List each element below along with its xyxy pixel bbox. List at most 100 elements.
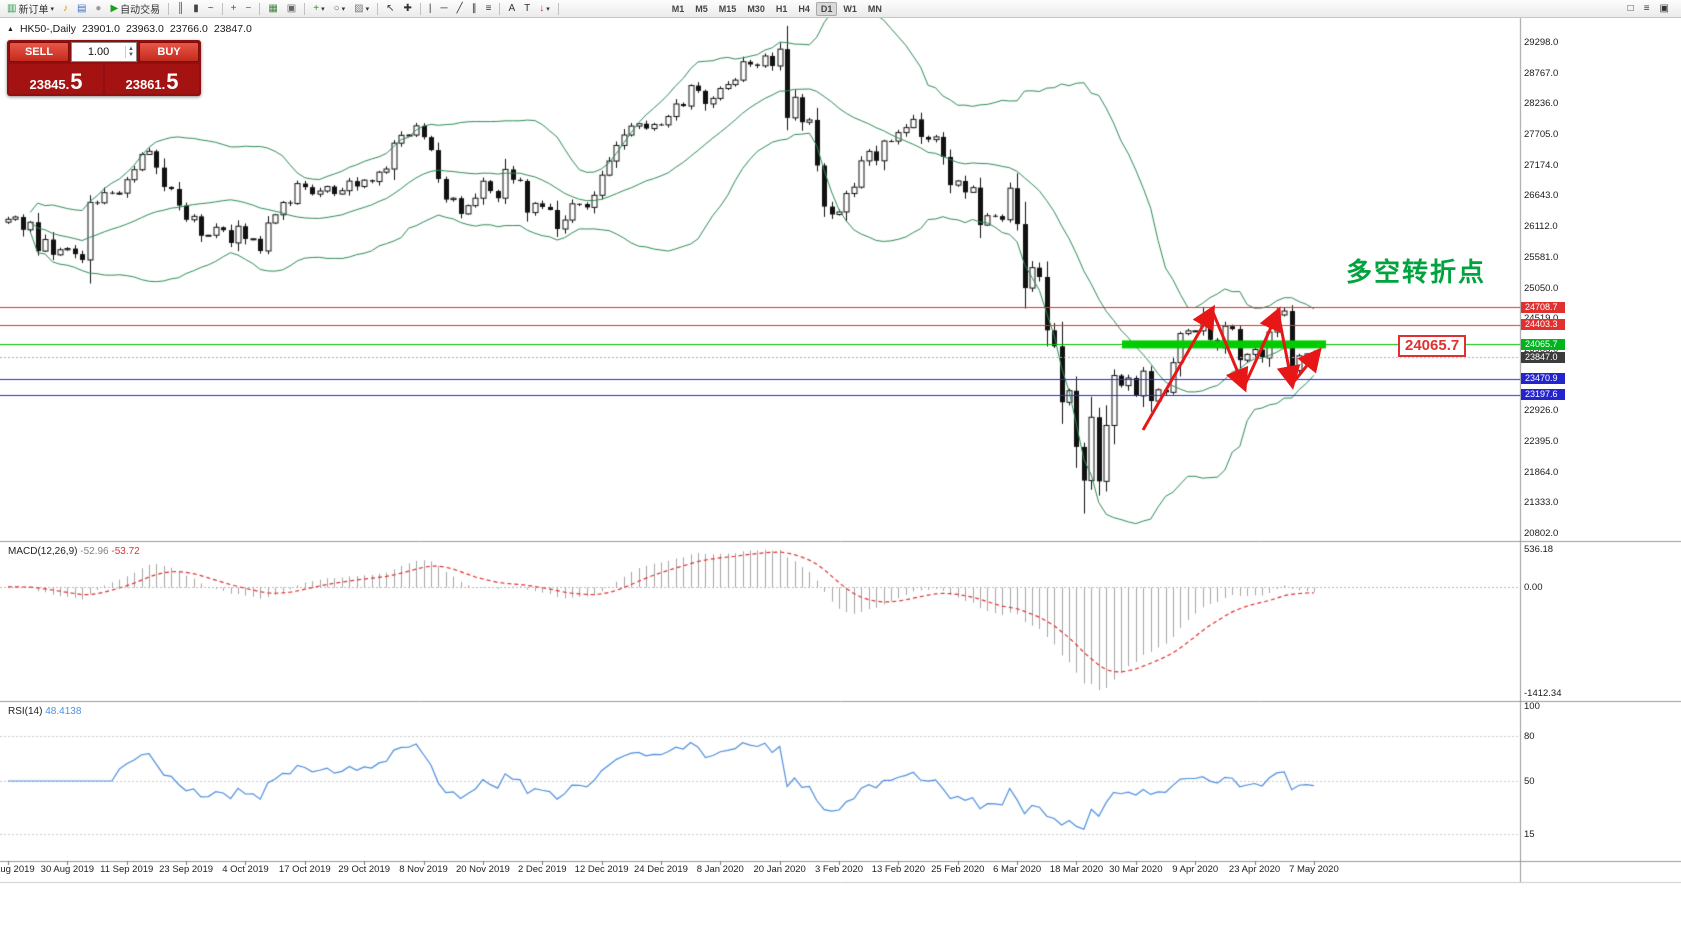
toolbar-auto-trading[interactable]: ▶ 自动交易 [106,1,164,17]
toolbar-new-chart-window[interactable]: □ [1624,1,1638,17]
timeframe-m1[interactable]: M1 [667,2,690,16]
date-label: 8 Jan 2020 [696,864,744,875]
toolbar-bar-chart-mode[interactable]: ║ [173,1,188,17]
toolbar-text[interactable]: A [504,1,519,17]
date-label: 23 Sep 2019 [159,864,214,875]
buy-button[interactable]: BUY [139,42,199,62]
fibonacci-icon: ≡ [485,2,492,14]
date-label: 9 Apr 2020 [1172,864,1219,875]
date-label: 30 Aug 2019 [40,864,95,875]
timeframe-h4[interactable]: H4 [793,2,815,16]
date-label: 8 Nov 2019 [399,864,448,875]
toolbar-new-order[interactable]: ▥ 新订单 ▾ [3,1,58,17]
price-tick-label: 21333.0 [1524,497,1559,509]
channel-icon: ∥ [471,2,477,14]
macd-panel-title: MACD(12,26,9) -52.96 -53.72 [8,546,140,557]
zoom-out-icon: − [245,2,252,14]
toolbar-tile-windows[interactable]: ▦ [264,1,281,17]
toolbar-fibonacci[interactable]: ≡ [482,1,496,17]
one-click-toggle-icon[interactable]: ▲ [7,25,14,33]
toolbar-separator [168,2,170,15]
rsi-title: RSI(14) [8,706,43,717]
rsi-level-label-100: 100 [1524,701,1540,712]
toolbar-vertical-line[interactable]: | [425,1,436,17]
price-tick-label: 26643.0 [1524,190,1559,202]
volume-spinner[interactable]: ▲ ▼ [125,46,136,58]
toolbar-profiles[interactable]: ≡ [1640,1,1654,17]
text-label-icon: T [524,2,531,14]
price-callout-box[interactable]: 24065.7 [1398,335,1467,357]
toolbar-print[interactable]: ▤ [73,1,90,17]
caret-down-icon: ▾ [365,5,370,13]
toolbar-right-group: □ ≡ ▣ [1624,1,1673,17]
timeframe-h1[interactable]: H1 [771,2,793,16]
vertical-line-icon: | [428,2,432,14]
toolbar-arrange-windows[interactable]: ▣ [283,1,300,17]
toolbar-text-label[interactable]: T [520,1,534,17]
buy-price[interactable]: 23861. 5 [105,64,199,94]
toolbar-indicators[interactable]: + ▾ [309,1,328,17]
text-icon: A [508,2,516,14]
toolbar-candle-chart-mode[interactable]: ▮ [189,1,203,17]
ohlc-low: 23766.0 [169,23,208,35]
rsi-panel-title: RSI(14) 48.4138 [8,706,81,717]
toolbar-separator [419,2,421,15]
price-tick-label: 21864.0 [1524,466,1559,478]
timeframe-m5[interactable]: M5 [690,2,713,16]
about-icon: ● [95,2,102,14]
toolbar-crosshair[interactable]: ✚ [400,1,416,17]
timeframe-d1[interactable]: D1 [815,1,838,16]
price-tick-label: 22395.0 [1524,435,1559,447]
macd-signal-value: -53.72 [111,546,140,557]
caret-down-icon: ▾ [50,5,54,13]
toolbar-cursor[interactable]: ↖ [382,1,398,17]
price-tag-24708.7: 24708.7 [1521,301,1565,313]
spin-down-icon[interactable]: ▼ [128,52,134,58]
toolbar-alerts[interactable]: ♪ [59,1,72,17]
toolbar-zoom-out[interactable]: − [241,1,255,17]
toolbar-channel[interactable]: ∥ [468,1,481,17]
date-label: 12 Dec 2019 [574,864,629,875]
one-click-trading-widget: SELL 1.00 ▲ ▼ BUY 23845. 5 23861. 5 [7,40,201,96]
docking-icon: ▣ [1659,2,1669,14]
toolbar-docking[interactable]: ▣ [1656,1,1673,17]
toolbar-separator [499,2,501,15]
price-tick-label: 27174.0 [1524,159,1559,171]
timeframe-m30[interactable]: M30 [742,2,770,16]
toolbar-line-chart-mode[interactable]: ~ [204,1,218,17]
timeframe-w1[interactable]: W1 [838,2,862,16]
volume-field[interactable]: 1.00 ▲ ▼ [71,42,137,62]
new-chart-window-icon: □ [1627,2,1634,14]
indicators-icon: + [313,2,320,14]
rsi-level-label-15: 15 [1524,828,1535,840]
price-tick-label: 25050.0 [1524,282,1559,294]
new-order-label: 新订单 [18,5,49,16]
caret-down-icon: ▾ [341,5,346,13]
toolbar-templates[interactable]: ▨ ▾ [350,1,373,17]
sell-price[interactable]: 23845. 5 [9,64,103,94]
timeframe-mn[interactable]: MN [863,2,887,16]
buy-price-main: 23861. [125,77,166,92]
date-label: 20 Jan 2020 [753,864,806,875]
sell-price-big-digit: 5 [70,69,83,95]
toolbar-arrow-objects[interactable]: ↓ ▾ [535,1,554,17]
sell-button[interactable]: SELL [9,42,69,62]
date-label: 30 Mar 2020 [1109,864,1163,875]
date-label: 20 Aug 2019 [0,864,35,875]
macd-main-value: -52.96 [80,546,109,557]
turning-point-annotation[interactable]: 多空转折点 [1346,257,1487,287]
toolbar-horizontal-line[interactable]: ─ [437,1,452,17]
toolbar-about[interactable]: ● [91,1,105,17]
spin-up-icon[interactable]: ▲ [128,46,134,52]
toolbar-zoom-in[interactable]: + [227,1,241,17]
symbol-period-label: HK50-,Daily [19,23,76,35]
price-tag-24403.3: 24403.3 [1521,319,1565,331]
date-label: 3 Feb 2020 [814,864,864,875]
date-label: 20 Nov 2019 [455,864,510,875]
toolbar-periods[interactable]: ○ ▾ [330,1,350,17]
timeframe-m15[interactable]: M15 [714,2,742,16]
ohlc-close: 23847.0 [213,23,252,35]
toolbar-trendline[interactable]: ╱ [453,1,467,17]
